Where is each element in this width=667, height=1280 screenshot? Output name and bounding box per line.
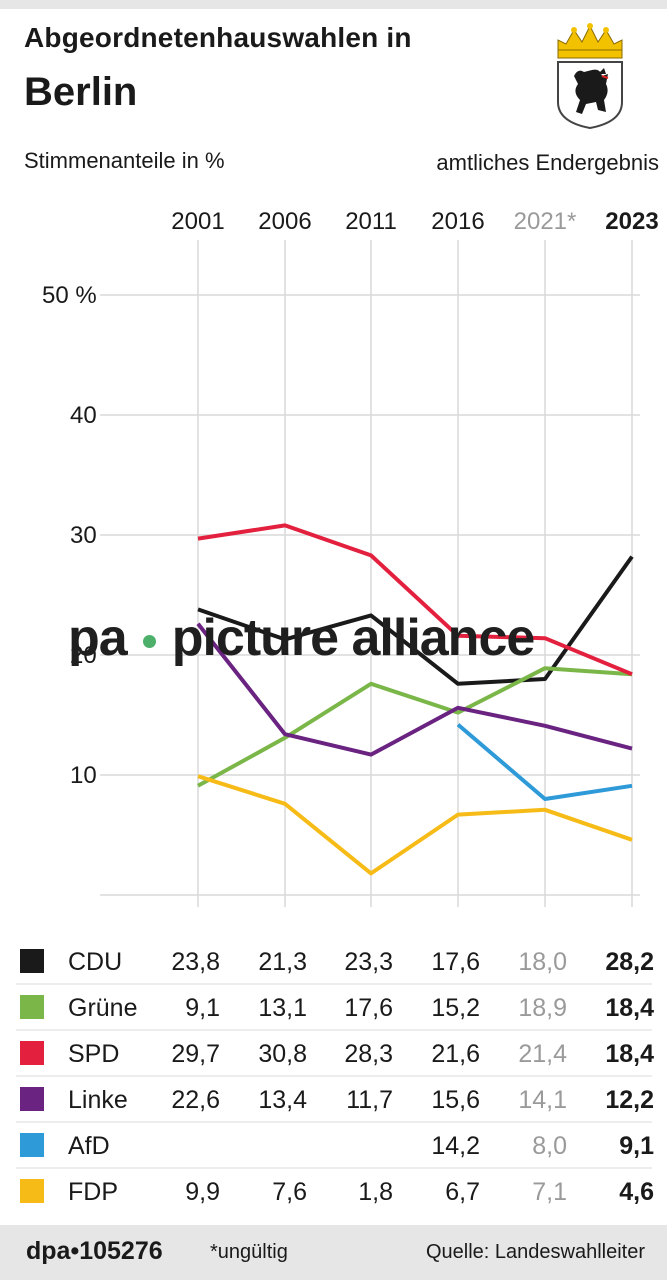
footer: dpa•105276 *ungültig Quelle: Landeswahll… (0, 1225, 667, 1280)
data-label: 23,3 (344, 948, 393, 976)
data-label: 7,6 (272, 1178, 307, 1206)
data-label: 13,4 (258, 1086, 307, 1114)
x-tick-label: 2011 (345, 208, 397, 235)
legend-swatch-linke (20, 1087, 44, 1111)
top-bar (0, 0, 667, 9)
series-line-grüne (197, 666, 633, 788)
chart-title: Abgeordnetenhauswahlen in (24, 22, 412, 53)
data-label: 17,6 (344, 994, 393, 1022)
series-line-cdu (197, 555, 634, 686)
data-label: 9,9 (185, 1178, 220, 1206)
y-tick-label: 50 % (42, 282, 97, 309)
legend-label-afd: AfD (68, 1132, 110, 1160)
y-tick-label: 20 (70, 642, 97, 669)
source-credit: Quelle: Landeswahlleiter (425, 1241, 645, 1263)
data-label: 18,4 (605, 1040, 654, 1068)
watermark-pa: pa (68, 609, 128, 667)
berlin-crest-icon (557, 23, 623, 130)
series-line-linke (196, 622, 633, 757)
legend-label-spd: SPD (68, 1040, 119, 1068)
data-label: 11,7 (346, 1086, 393, 1114)
x-tick-label: 2001 (171, 208, 224, 235)
data-label: 14,2 (431, 1132, 480, 1160)
result-status: amtliches Endergebnis (436, 150, 659, 175)
series-line-spd (197, 523, 633, 677)
footnote: *ungültig (210, 1241, 288, 1263)
data-label: 15,6 (431, 1086, 480, 1114)
data-label: 9,1 (619, 1132, 654, 1160)
data-label: 18,4 (605, 994, 654, 1022)
watermark-picture-alliance: picture alliance (171, 609, 536, 667)
data-label: 4,6 (619, 1178, 654, 1206)
data-label: 14,1 (518, 1086, 567, 1114)
election-line-chart: 2001 2006 2011 2016 2021* 2023 10 20 30 40 50 % C… (16, 208, 659, 1206)
y-tick-label: 30 (70, 522, 97, 549)
data-label: 1,8 (358, 1178, 393, 1206)
watermark-dot-icon (142, 634, 156, 648)
data-label: 9,1 (185, 994, 220, 1022)
data-label: 18,9 (518, 994, 567, 1022)
legend-label-linke: Linke (68, 1086, 128, 1114)
data-label: 21,4 (518, 1040, 567, 1068)
x-tick-label: 2016 (431, 208, 484, 235)
data-label: 23,8 (171, 948, 220, 976)
chart-title-berlin: Berlin (24, 70, 138, 114)
data-label: 28,3 (344, 1040, 393, 1068)
data-label: 6,7 (445, 1178, 480, 1206)
data-label: 21,3 (258, 948, 307, 976)
data-label: 22,6 (171, 1086, 220, 1114)
data-label: 15,2 (431, 994, 480, 1022)
legend-label-grüne: Grüne (68, 994, 137, 1022)
data-label: 30,8 (258, 1040, 307, 1068)
series-line-fdp (197, 774, 633, 876)
x-tick-label: 2021* (514, 208, 577, 235)
data-label: 17,6 (431, 948, 480, 976)
data-label: 7,1 (532, 1178, 567, 1206)
data-label: 13,1 (258, 994, 307, 1022)
x-tick-label: 2023 (605, 208, 658, 235)
legend-swatch-grüne (20, 995, 44, 1019)
x-tick-label: 2006 (258, 208, 311, 235)
data-label: 18,0 (518, 948, 567, 976)
series-line-afd (456, 723, 633, 801)
dpa-graphic-id: dpa•105276 (26, 1237, 163, 1265)
legend-label-fdp: FDP (68, 1178, 118, 1206)
data-label: 12,2 (605, 1086, 654, 1114)
data-label: 8,0 (532, 1132, 567, 1160)
legend-swatch-cdu (20, 949, 44, 973)
legend-swatch-afd (20, 1133, 44, 1157)
legend-swatch-fdp (20, 1179, 44, 1203)
data-label: 29,7 (171, 1040, 220, 1068)
data-label: 21,6 (431, 1040, 480, 1068)
data-label: 28,2 (605, 948, 654, 976)
y-tick-label: 40 (70, 402, 97, 429)
legend-swatch-spd (20, 1041, 44, 1065)
picture-alliance-watermark: pa picture alliance (68, 608, 536, 668)
legend-label-cdu: CDU (68, 948, 122, 976)
y-tick-label: 10 (70, 762, 97, 789)
chart-subtitle: Stimmenanteile in % (24, 148, 225, 173)
